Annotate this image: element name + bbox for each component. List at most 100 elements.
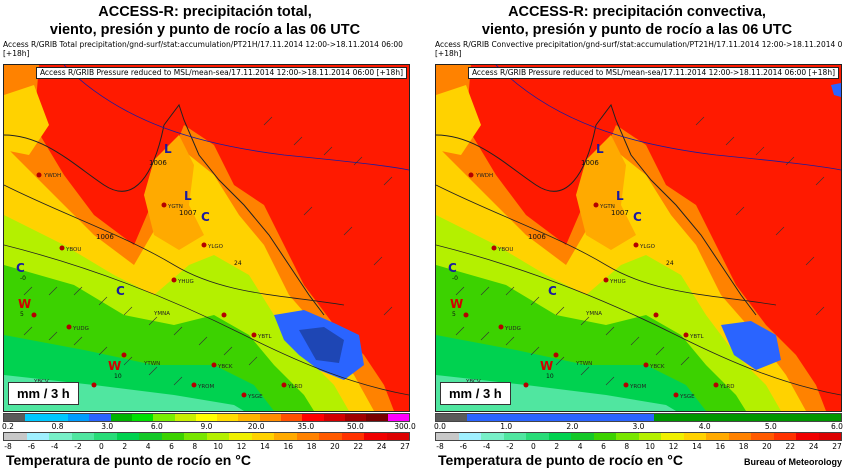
colorbar-swatch	[131, 414, 154, 421]
warm-centre: W	[540, 359, 553, 373]
colorbar-tick-label: 2	[554, 442, 560, 451]
station-label: YLGO	[639, 244, 656, 250]
colorbar-swatch	[706, 433, 729, 440]
colorbar-swatch	[94, 433, 117, 440]
right-title-line2: viento, presión y punto de rocío a las 0…	[481, 22, 793, 38]
colorbar-tick-label: 24	[376, 442, 387, 451]
colorbar-tick-label: 4	[577, 442, 583, 451]
left-title-line1: ACCESS-R: precipitación total,	[98, 4, 312, 20]
colorbar-swatch	[436, 414, 468, 421]
colorbar-swatch	[319, 433, 342, 440]
temperature-label: 24	[234, 260, 242, 267]
station-label: YBTL	[257, 334, 272, 340]
isobar-2	[436, 184, 777, 306]
colorbar-swatch	[116, 433, 139, 440]
colorbar-swatch	[184, 433, 207, 440]
colorbar-swatch	[809, 414, 842, 421]
colorbar-swatch	[685, 414, 717, 421]
colorbar-tick-label: 12	[668, 442, 679, 451]
station-label: YROM	[629, 384, 647, 390]
colorbar-swatch	[364, 433, 387, 440]
colorbar-swatch	[296, 433, 319, 440]
colorbar-tick-label: 10	[645, 442, 655, 451]
station-label: YBCK	[649, 364, 665, 370]
colorbar-swatch	[345, 414, 367, 421]
colorbar-swatch	[366, 414, 388, 421]
colorbar-tick-label: 22	[785, 442, 796, 451]
right-dewpoint-colorbar	[435, 432, 842, 441]
station-label: YSGE	[679, 394, 695, 400]
colorbar-swatch	[436, 433, 459, 440]
colorbar-tick-label: 3.0	[632, 422, 645, 431]
colorbar-swatch	[818, 433, 841, 440]
left-map: YWDH YBOU YUDG YBCV YGTN YHUG YMNA YBTL …	[3, 64, 410, 412]
colorbar-tick-label: 16	[715, 442, 726, 451]
colorbar-swatch	[560, 414, 592, 421]
colorbar-swatch	[25, 414, 47, 421]
wind-barbs	[23, 116, 393, 386]
right-map: YWDH YBOU YUDG YBCV YGTN YHUG YMNA YBTL …	[435, 64, 842, 412]
colorbar-tick-label: 18	[738, 442, 749, 451]
colorbar-tick-label: 0.0	[434, 422, 446, 431]
colorbar-swatch	[67, 414, 90, 421]
right-map-canvas: YWDH YBOU YUDG YBCV YGTN YHUG YMNA YBTL …	[436, 65, 841, 411]
precip-blue-ne	[831, 83, 841, 97]
station-labels: YWDH YBOU YUDG YBCV YGTN YHUG YMNA YBTL …	[33, 173, 302, 400]
left-unit-label: mm / 3 h	[8, 382, 79, 405]
left-panel: Access R/GRIB Total precipitation/gnd-su…	[0, 40, 416, 454]
left-header: Access R/GRIB Total precipitation/gnd-su…	[0, 40, 410, 64]
station-labels: YWDH YBOU YUDG YBCV YGTN YHUG YMNA YBTL …	[465, 173, 734, 400]
right-title-line1: ACCESS-R: precipitación convectiva,	[508, 4, 766, 20]
colorbar-swatch	[26, 433, 49, 440]
colorbar-swatch	[571, 433, 594, 440]
colorbar-swatch	[386, 433, 409, 440]
colorbar-swatch	[796, 433, 819, 440]
colorbar-tick-label: 0	[99, 442, 104, 451]
colorbar-tick-label: 6.0	[831, 422, 843, 431]
station-label: YLGO	[207, 244, 224, 250]
coastline	[595, 103, 757, 316]
colorbar-swatch	[548, 433, 571, 440]
credit-label: Bureau of Meteorology	[743, 457, 842, 467]
colorbar-swatch	[591, 414, 623, 421]
cold-centre: C	[116, 284, 125, 298]
colorbar-tick-label: 35.0	[297, 422, 315, 431]
temperature-labels: -0 5 10 24	[20, 260, 242, 380]
colorbar-swatch	[458, 433, 481, 440]
cold-centre: C	[633, 210, 642, 224]
colorbar-tick-label: 27	[832, 442, 842, 451]
nw-patch	[4, 85, 49, 155]
cold-centre: C	[448, 261, 457, 275]
isobar-3	[63, 65, 409, 171]
left-panel-title: ACCESS-R: precipitación total, viento, p…	[0, 3, 410, 39]
colorbar-swatch	[161, 433, 184, 440]
right-header: Access R/GRIB Convective precipitation/g…	[432, 40, 842, 64]
colorbar-tick-label: 0	[531, 442, 536, 451]
pressure-label: 1007	[179, 209, 197, 217]
warm-centre: W	[108, 359, 121, 373]
colorbar-swatch	[89, 414, 111, 421]
colorbar-swatch	[683, 433, 706, 440]
station-label: YGTN	[599, 204, 615, 210]
colorbar-tick-label: 6.0	[150, 422, 163, 431]
wind-barbs	[455, 116, 825, 386]
station-label: YUDG	[72, 326, 89, 332]
colorbar-swatch	[387, 414, 409, 421]
colorbar-swatch	[616, 433, 639, 440]
temperature-label: -0	[20, 275, 26, 282]
colorbar-swatch	[481, 433, 504, 440]
right-panel: Access R/GRIB Convective precipitation/g…	[432, 40, 843, 454]
colorbar-tick-label: 16	[283, 442, 294, 451]
low-centre: L	[184, 189, 192, 203]
colorbar-swatch	[622, 414, 655, 421]
station-label: YBOU	[65, 247, 81, 253]
colorbar-swatch	[778, 414, 810, 421]
temperature-label: 10	[546, 373, 554, 380]
colorbar-swatch	[259, 414, 282, 421]
colorbar-swatch	[503, 433, 526, 440]
colorbar-tick-label: 0.2	[2, 422, 14, 431]
temperature-label: 24	[666, 260, 674, 267]
colorbar-tick-label: 2.0	[566, 422, 579, 431]
station-label: YHUG	[609, 279, 626, 285]
cold-centre: C	[16, 261, 25, 275]
